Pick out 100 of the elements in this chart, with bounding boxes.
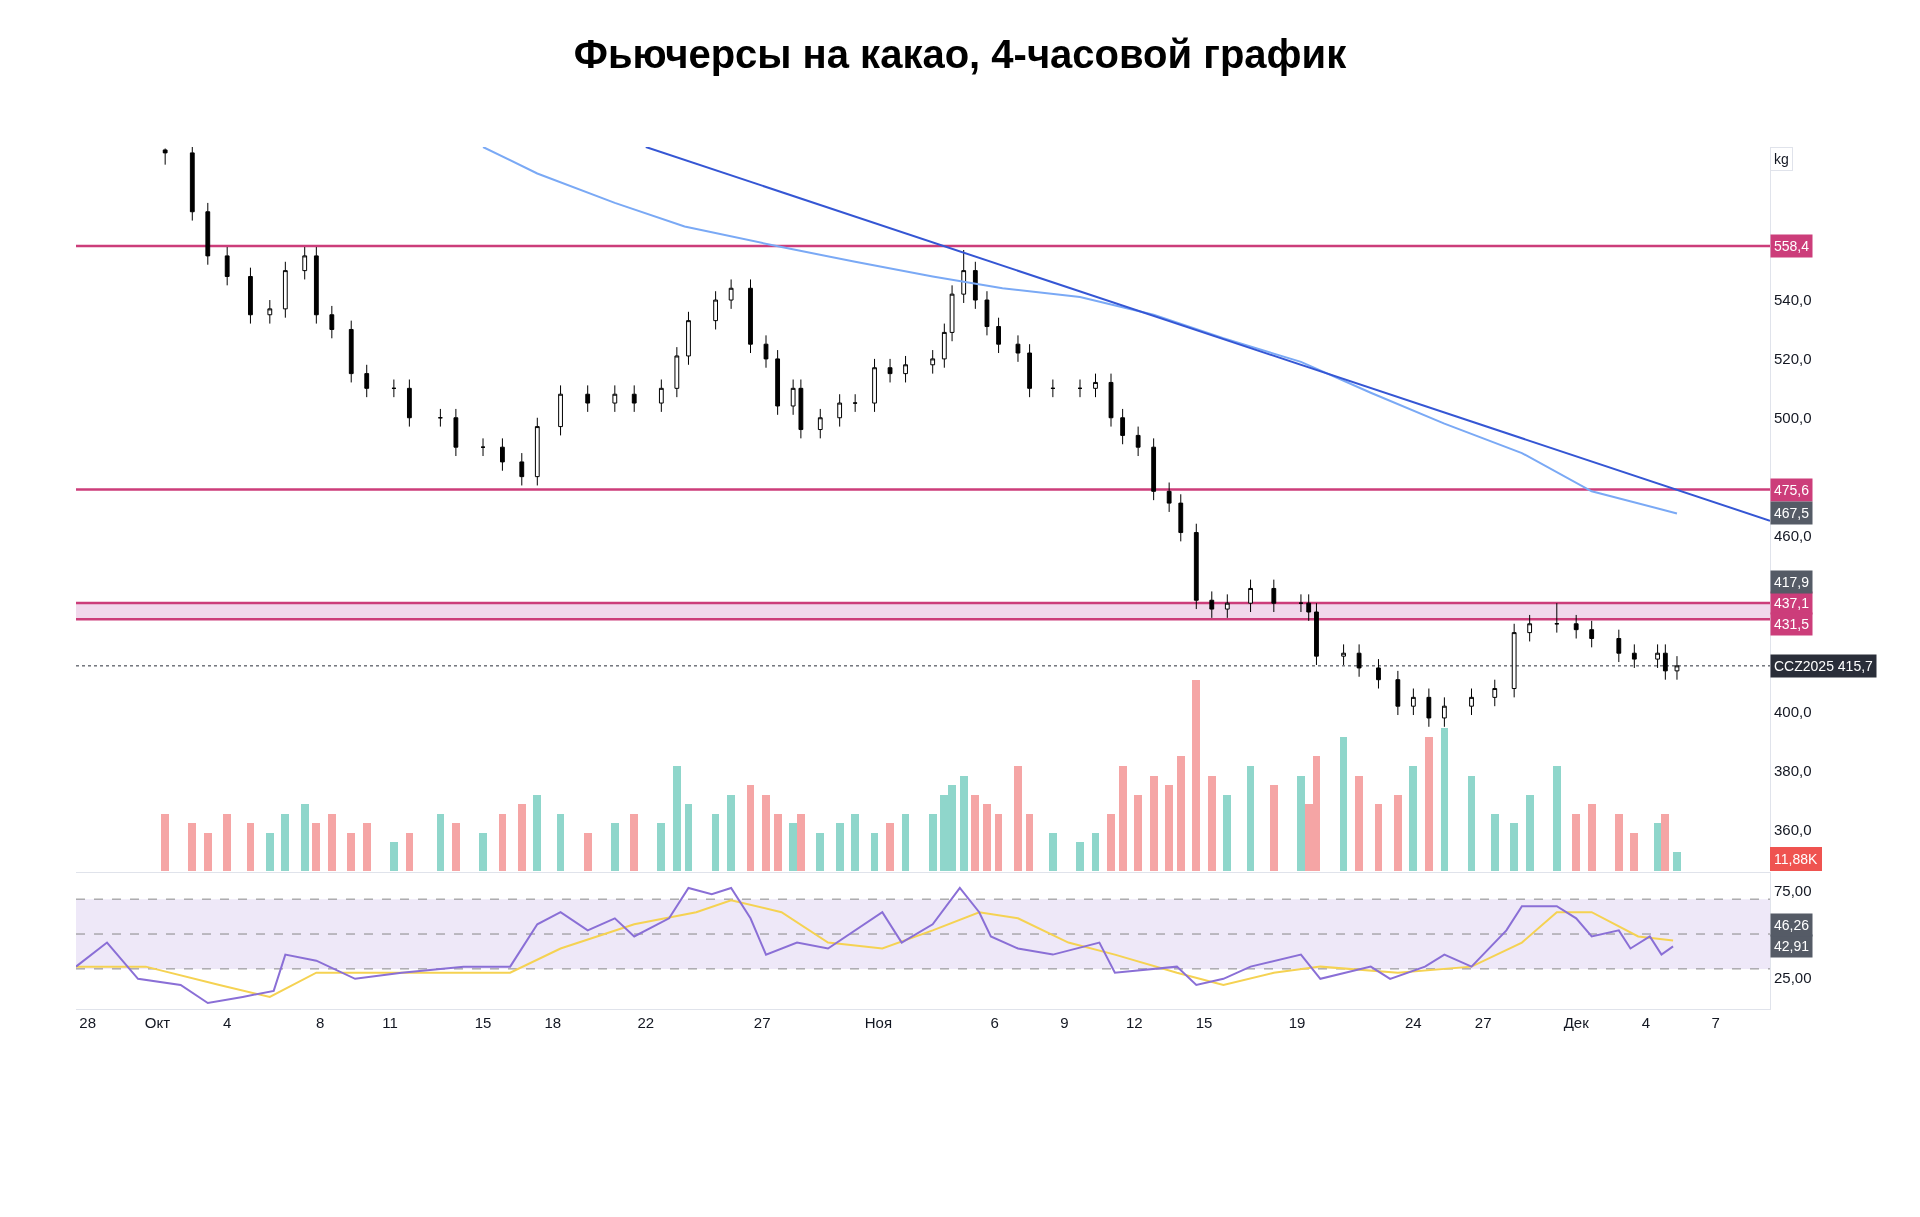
candlestick: [658, 379, 664, 413]
candlestick: [949, 284, 955, 342]
bar: [1048, 832, 1057, 871]
candlestick: [837, 393, 843, 428]
candlestick: [1631, 643, 1637, 669]
x-tick-label: 18: [544, 1014, 562, 1031]
bar: [300, 804, 309, 871]
candlestick: [1554, 602, 1560, 634]
bar: [657, 823, 666, 871]
candlestick: [282, 261, 288, 319]
bar: [1653, 823, 1662, 871]
annotation: 467,5: [1774, 505, 1810, 521]
line-series: [76, 886, 1675, 1005]
candlestick: [1093, 373, 1098, 398]
candlestick: [519, 452, 525, 486]
candlestick: [302, 246, 308, 280]
x-tick-label: 22: [637, 1014, 655, 1031]
ref-line-label: 558,4: [1774, 238, 1810, 254]
bar: [362, 823, 371, 871]
bar: [1149, 775, 1158, 871]
bar: [928, 813, 937, 871]
ref-line-label: 431,5: [1774, 616, 1810, 632]
bar: [901, 813, 910, 871]
candlestick: [1193, 523, 1199, 610]
candlestick: [631, 384, 637, 413]
bar: [223, 813, 232, 871]
candlestick: [364, 364, 370, 398]
candlestick: [391, 379, 397, 398]
text: 11,88K: [1774, 851, 1818, 867]
annotation: 42,91: [1774, 938, 1810, 954]
x-tick-label: 24: [1405, 1014, 1422, 1031]
candlestick: [1492, 679, 1498, 707]
bar: [1673, 851, 1681, 871]
bar: [959, 775, 968, 871]
y-tick-label: 360,0: [1774, 821, 1812, 839]
candlestick: [1655, 643, 1660, 669]
bar: [533, 794, 542, 871]
candlestick: [1410, 688, 1416, 716]
candlestick: [903, 355, 908, 383]
bar: [816, 832, 825, 871]
bar: [436, 813, 445, 871]
bar: [312, 823, 321, 871]
bar: [1246, 765, 1255, 871]
bar: [1025, 813, 1034, 871]
bar: [1467, 775, 1476, 871]
bar: [265, 832, 274, 871]
y-tick-label: 25,00: [1774, 968, 1812, 986]
bar: [1207, 775, 1216, 871]
candlestick: [817, 408, 823, 439]
bar: [517, 804, 526, 871]
x-tick-label: 28: [79, 1014, 96, 1031]
bar: [971, 794, 980, 871]
candlestick: [798, 379, 804, 439]
candlestick: [1166, 482, 1172, 513]
bar: [746, 785, 755, 871]
candlestick: [1298, 593, 1304, 613]
bar: [1374, 804, 1383, 871]
bar: [711, 813, 720, 871]
y-tick-label: 380,0: [1774, 762, 1812, 780]
candlestick: [1511, 623, 1517, 698]
bar: [1355, 775, 1363, 871]
candlestick: [674, 346, 680, 398]
x-tick-label: 12: [1125, 1014, 1143, 1031]
x-tick-label: 19: [1288, 1014, 1306, 1031]
x-tick-label: 4: [1641, 1014, 1651, 1031]
chart-title: Фьючерсы на какао, 4-часовой график: [573, 31, 1348, 76]
x-tick-label: 8: [316, 1014, 325, 1031]
x-tick-label: 11: [382, 1014, 398, 1031]
candlestick: [1662, 643, 1668, 681]
text: kg: [1774, 151, 1789, 167]
bar: [1393, 794, 1402, 871]
candlestick: [267, 299, 273, 325]
candlestick: [1426, 688, 1432, 728]
bar: [1552, 765, 1561, 871]
bar: [1525, 794, 1534, 871]
candlestick: [728, 278, 734, 310]
candlestick: [872, 358, 877, 413]
line-series: [482, 147, 1678, 515]
bar: [789, 823, 798, 871]
candlestick: [1376, 658, 1381, 690]
x-tick-label: 15: [1195, 1014, 1213, 1031]
x-tick-label: 4: [223, 1014, 232, 1031]
bar: [1176, 756, 1185, 871]
candlestick: [313, 246, 319, 325]
candlestick: [1573, 614, 1579, 639]
candlestick: [406, 379, 412, 428]
bar: [389, 842, 398, 871]
candlestick: [972, 261, 978, 310]
candlestick: [437, 408, 443, 428]
bar: [405, 832, 414, 871]
bar: [994, 813, 1003, 871]
candlestick: [1356, 643, 1362, 678]
candlestick: [558, 384, 563, 436]
y-tick-label: 460,0: [1774, 526, 1812, 544]
bar: [1118, 765, 1127, 871]
candlestick: [1469, 688, 1474, 716]
bar: [556, 813, 565, 871]
bar: [1490, 813, 1499, 871]
text: 417,9: [1774, 574, 1810, 590]
bar: [630, 813, 639, 871]
